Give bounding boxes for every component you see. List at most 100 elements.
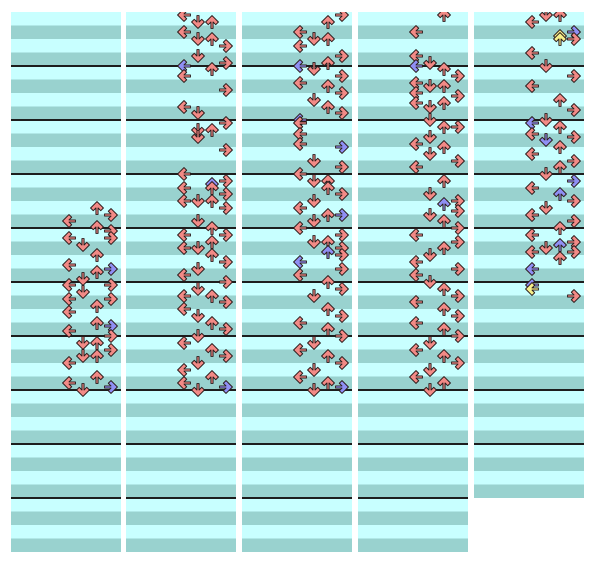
arrow-right-icon	[335, 86, 350, 101]
arrow-right-icon	[335, 69, 350, 84]
arrow-up-icon	[321, 376, 336, 391]
arrow-left-icon	[409, 315, 424, 330]
measure-line	[474, 389, 584, 391]
arrow-left-icon	[62, 214, 77, 229]
measure-line	[126, 335, 236, 337]
measure-line	[126, 443, 236, 445]
arrow-left-icon	[293, 25, 308, 40]
arrow-right-icon	[104, 261, 119, 276]
arrow-right-icon	[335, 379, 350, 394]
arrow-right-icon	[335, 308, 350, 323]
arrow-up-icon	[321, 244, 336, 259]
arrow-left-icon	[409, 369, 424, 384]
arrow-left-icon	[293, 221, 308, 236]
measure-line	[474, 227, 584, 229]
arrow-right-icon	[219, 254, 234, 269]
arrow-left-icon	[525, 227, 540, 242]
chart-column	[474, 12, 584, 498]
arrow-up-icon	[321, 302, 336, 317]
arrow-down-icon	[307, 362, 322, 377]
arrow-up-icon	[90, 315, 105, 330]
arrow-down-icon	[191, 48, 206, 63]
arrow-left-icon	[177, 99, 192, 114]
arrow-right-icon	[219, 55, 234, 70]
measure-line	[11, 173, 121, 175]
arrow-up-icon	[205, 248, 220, 263]
arrow-left-icon	[293, 369, 308, 384]
arrow-right-icon	[219, 349, 234, 364]
arrow-left-icon	[177, 194, 192, 209]
arrow-down-icon	[76, 237, 91, 252]
arrow-right-icon	[219, 379, 234, 394]
arrow-left-icon	[409, 59, 424, 74]
arrow-up-icon	[437, 302, 452, 317]
arrow-up-icon	[321, 207, 336, 222]
arrow-right-icon	[567, 69, 582, 84]
arrow-up-icon	[437, 376, 452, 391]
arrow-right-icon	[219, 173, 234, 188]
arrow-right-icon	[335, 106, 350, 121]
arrow-up-icon	[205, 123, 220, 138]
arrow-left-icon	[525, 207, 540, 222]
arrow-left-icon	[177, 302, 192, 317]
arrow-left-icon	[177, 25, 192, 40]
arrow-left-icon	[177, 376, 192, 391]
arrow-down-icon	[191, 106, 206, 121]
arrow-left-icon	[177, 12, 192, 23]
arrow-right-icon	[567, 288, 582, 303]
arrow-down-icon	[191, 356, 206, 371]
measure-line	[358, 173, 468, 175]
measure-line	[358, 389, 468, 391]
arrow-left-icon	[177, 180, 192, 195]
arrow-up-icon	[321, 99, 336, 114]
arrow-down-icon	[76, 335, 91, 350]
arrow-up-icon	[205, 15, 220, 30]
arrow-up-icon	[437, 140, 452, 155]
arrow-down-icon	[307, 153, 322, 168]
arrow-up-icon	[321, 349, 336, 364]
arrow-down-icon	[539, 241, 554, 256]
arrow-right-icon	[219, 200, 234, 215]
arrow-right-icon	[104, 329, 119, 344]
arrow-up-icon	[90, 349, 105, 364]
arrow-down-icon	[423, 55, 438, 70]
arrow-down-icon	[423, 362, 438, 377]
arrow-up-icon	[553, 32, 568, 47]
arrow-left-icon	[525, 180, 540, 195]
arrow-right-icon	[451, 119, 466, 134]
arrow-up-icon	[321, 322, 336, 337]
arrow-down-icon	[423, 207, 438, 222]
arrow-right-icon	[219, 82, 234, 97]
arrow-down-icon	[423, 146, 438, 161]
arrow-right-icon	[219, 187, 234, 202]
arrow-right-icon	[567, 102, 582, 117]
arrow-up-icon	[90, 335, 105, 350]
arrow-left-icon	[409, 96, 424, 111]
arrow-up-icon	[437, 349, 452, 364]
arrow-left-icon	[525, 281, 540, 296]
arrow-up-icon	[437, 79, 452, 94]
arrow-right-icon	[219, 143, 234, 158]
measure-line	[358, 227, 468, 229]
arrow-right-icon	[451, 329, 466, 344]
arrow-left-icon	[177, 362, 192, 377]
arrow-down-icon	[191, 308, 206, 323]
arrow-left-icon	[409, 227, 424, 242]
arrow-right-icon	[335, 140, 350, 155]
arrow-down-icon	[423, 383, 438, 398]
arrow-left-icon	[293, 75, 308, 90]
arrow-right-icon	[104, 379, 119, 394]
arrow-down-icon	[76, 271, 91, 286]
arrow-up-icon	[205, 32, 220, 47]
arrow-left-icon	[62, 305, 77, 320]
arrow-up-icon	[90, 219, 105, 234]
arrow-down-icon	[307, 173, 322, 188]
arrow-up-icon	[205, 315, 220, 330]
measure-line	[126, 227, 236, 229]
arrow-down-icon	[423, 275, 438, 290]
arrow-right-icon	[335, 227, 350, 242]
measure-line	[11, 497, 121, 499]
arrow-right-icon	[451, 89, 466, 104]
arrow-right-icon	[451, 221, 466, 236]
measure-line	[358, 497, 468, 499]
